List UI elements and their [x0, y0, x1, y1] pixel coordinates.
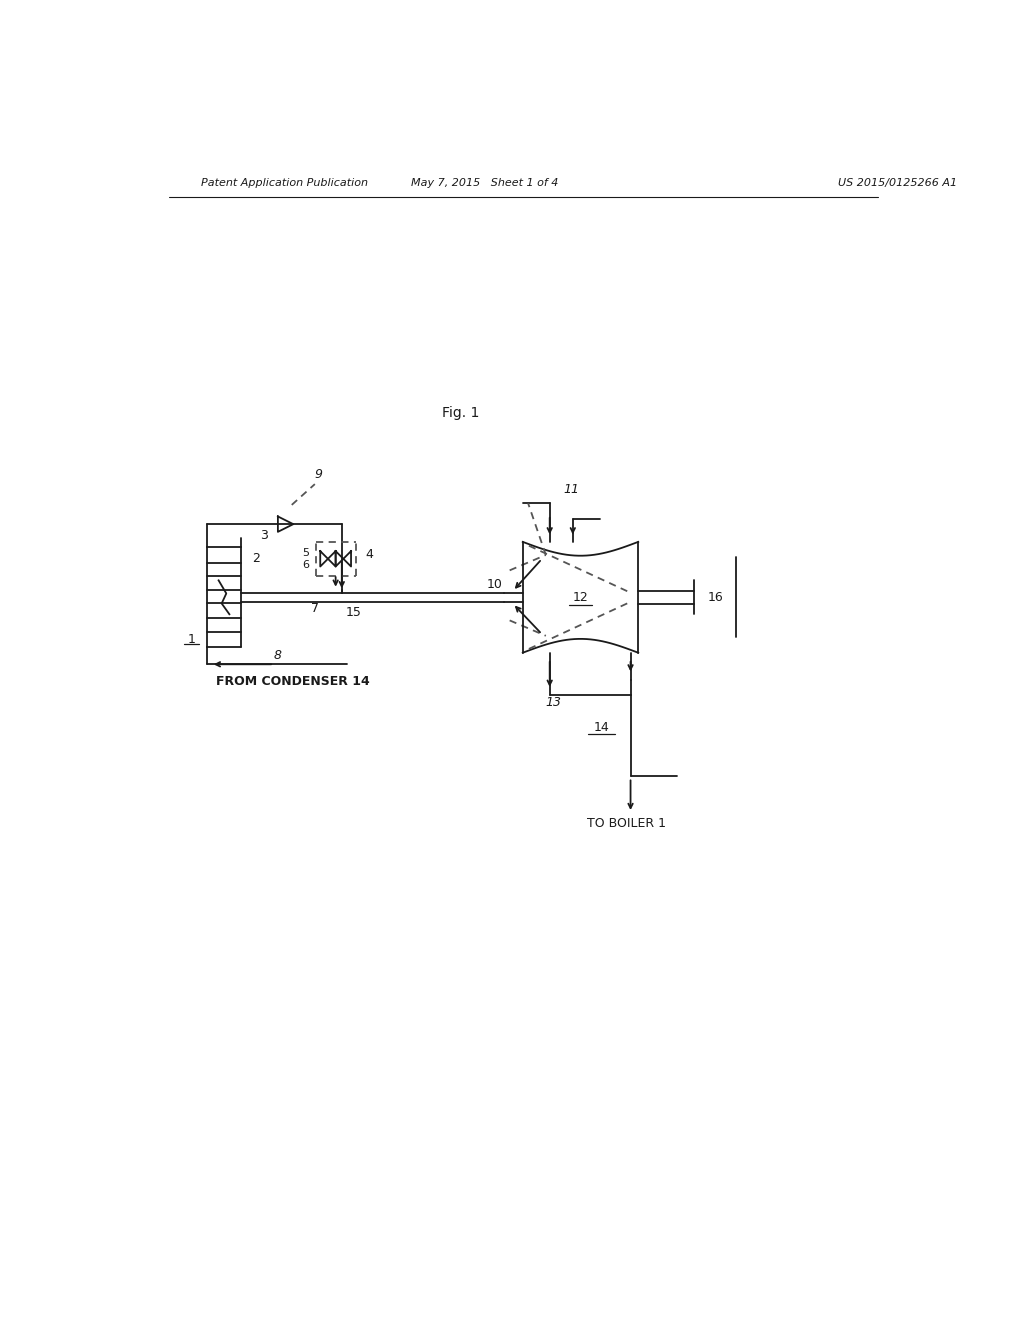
Text: 2: 2	[253, 552, 260, 565]
Text: 4: 4	[366, 548, 373, 561]
Text: 15: 15	[345, 606, 361, 619]
Text: 13: 13	[545, 696, 561, 709]
Text: 12: 12	[572, 591, 588, 603]
Text: 5: 5	[303, 548, 309, 557]
Text: 16: 16	[707, 591, 722, 603]
Text: Patent Application Publication: Patent Application Publication	[201, 178, 368, 187]
Text: Fig. 1: Fig. 1	[442, 405, 479, 420]
Text: 7: 7	[311, 602, 319, 615]
Text: 11: 11	[562, 483, 579, 496]
Text: FROM CONDENSER 14: FROM CONDENSER 14	[216, 675, 370, 688]
Text: US 2015/0125266 A1: US 2015/0125266 A1	[838, 178, 957, 187]
Text: 8: 8	[274, 648, 281, 661]
Text: 9: 9	[315, 469, 322, 482]
Text: 1: 1	[187, 634, 196, 647]
Text: TO BOILER 1: TO BOILER 1	[587, 817, 665, 830]
Text: 10: 10	[486, 578, 501, 591]
Text: 6: 6	[303, 560, 309, 570]
Text: 3: 3	[260, 529, 268, 543]
Text: May 7, 2015   Sheet 1 of 4: May 7, 2015 Sheet 1 of 4	[411, 178, 557, 187]
Text: 14: 14	[593, 721, 608, 734]
